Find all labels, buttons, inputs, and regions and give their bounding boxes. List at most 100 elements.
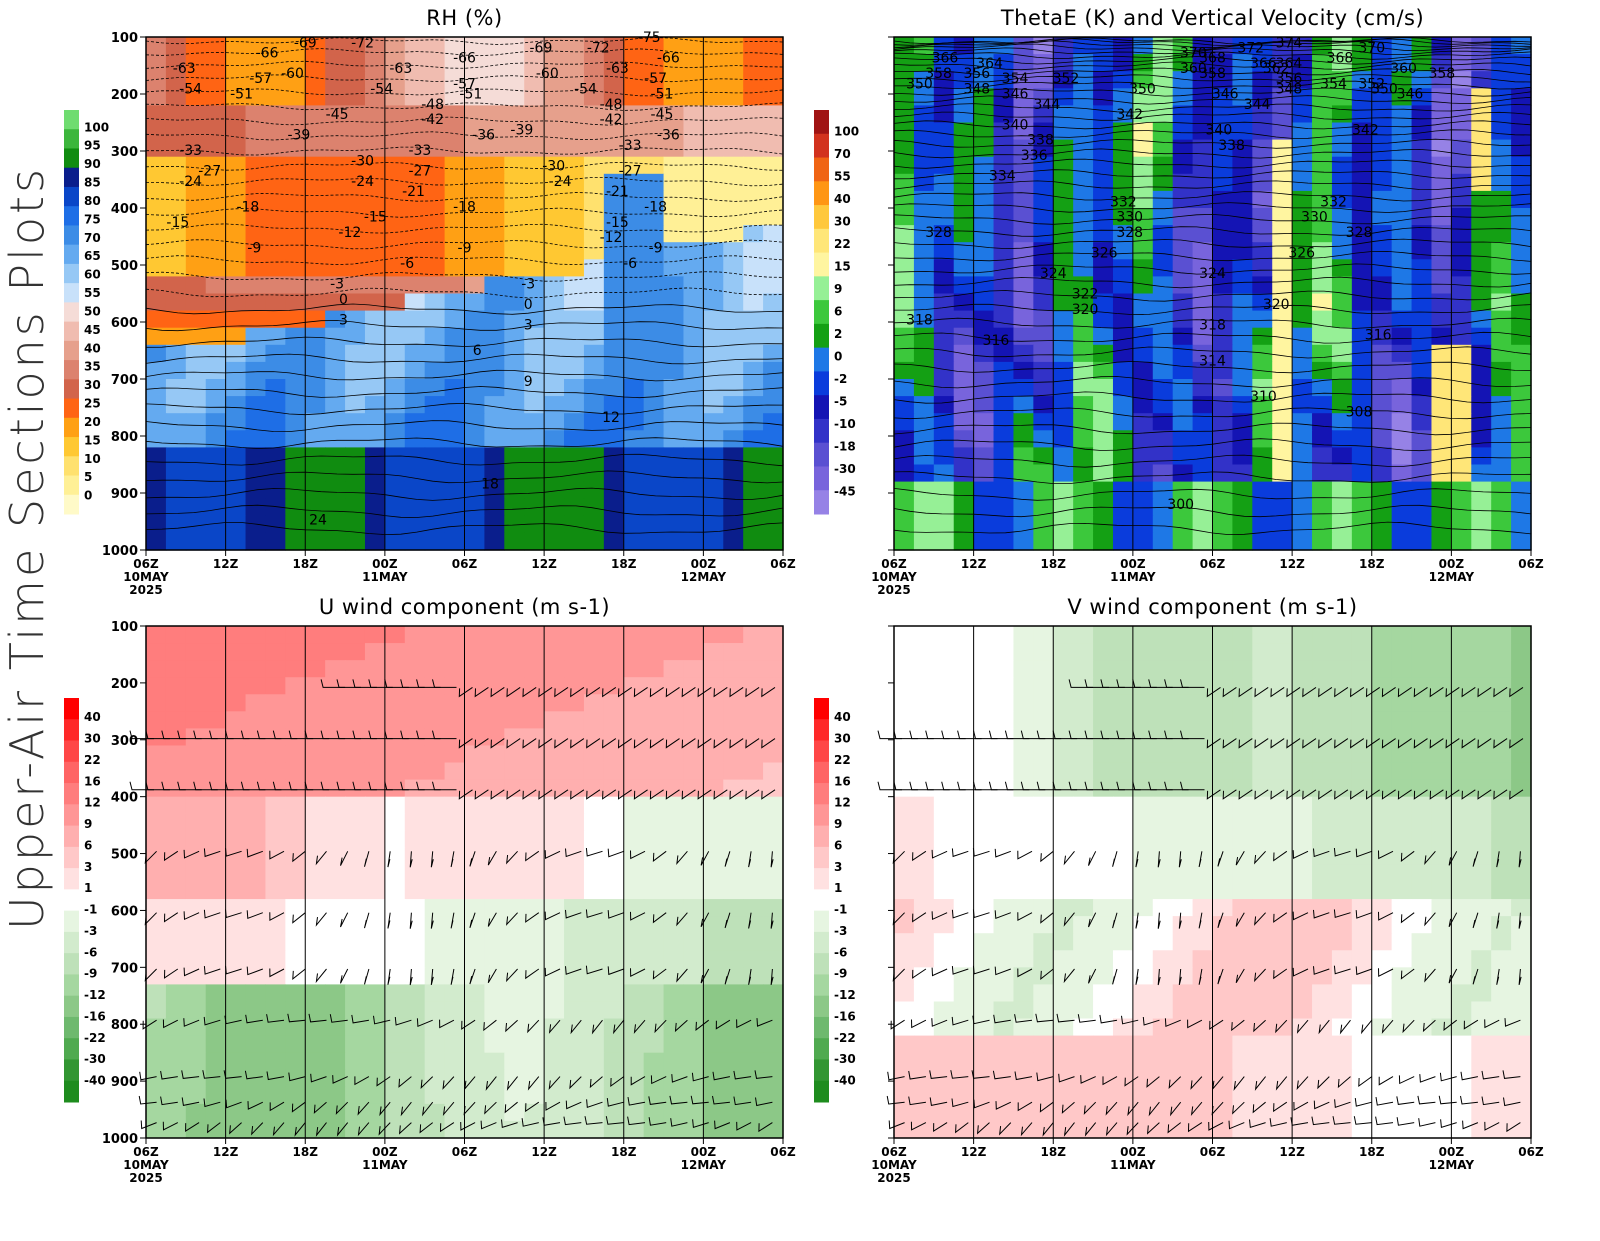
u-field-cell [186,916,207,934]
rh-field-cell [285,311,306,329]
u-field-cell [465,643,486,661]
u-field-cell [305,745,326,763]
u-field-cell [166,831,187,849]
u-field-cell [683,848,704,866]
v-field-cell [1511,899,1532,917]
thetae-chart-title: ThetaE (K) and Vertical Velocity (cm/s) [1000,6,1424,30]
v-field-cell [1133,643,1154,661]
rh-field-cell [186,430,207,448]
rh-field-cell [544,123,565,141]
u-field-cell [504,797,525,815]
thetae-field-cell [1491,396,1512,414]
u-field-cell [445,1001,466,1019]
v-field-cell [1073,984,1094,1002]
v-field-cell [1232,694,1253,712]
v-field-cell [894,1036,915,1054]
u-field-cell [624,660,645,678]
v-field-cell [1392,1001,1413,1019]
u-field-cell [246,831,267,849]
u-field-cell [584,916,605,934]
u-field-cell [564,865,585,883]
rh-field-cell [484,396,505,414]
thetae-field-cell [1232,499,1253,517]
rh-field-cell [405,345,426,363]
v-field-cell [1133,1104,1154,1122]
thetae-field-cell [1332,174,1353,192]
v-field-cell [1451,848,1472,866]
u-field-cell [624,865,645,883]
v-field-cell [1372,626,1393,644]
rh-field-cell [325,88,346,106]
u-field-cell [683,1053,704,1071]
v-field-cell [1431,728,1452,746]
u-field-cell [365,831,386,849]
u-field-cell [186,1121,207,1139]
v-colorbar-label: -40 [834,1074,856,1088]
rh-field-cell [544,499,565,517]
thetae-field-cell [1213,396,1234,414]
u-field-cell [425,899,446,917]
thetae-field-cell [894,328,915,346]
rh-field-cell [524,225,545,243]
thetae-field-cell [1232,345,1253,363]
u-field-cell [644,984,665,1002]
v-field-cell [1153,933,1174,951]
v-field-cell [1113,1019,1134,1037]
rh-field-cell [146,225,167,243]
rh-field-cell [246,259,267,277]
rh-field-cell [305,328,326,346]
u-field-cell [265,1053,286,1071]
u-field-cell [405,865,426,883]
rh-field-cell [604,294,625,312]
u-field-cell [345,1036,366,1054]
u-field-cell [226,711,247,729]
u-field-cell [544,1070,565,1088]
u-field-cell [683,1001,704,1019]
v-field-cell [934,745,955,763]
v-field-cell [1093,660,1114,678]
thetae-field-cell [934,516,955,534]
rh-field-cell [265,123,286,141]
rh-field-cell [763,157,784,175]
v-field-cell [1392,1019,1413,1037]
u-field-cell [365,933,386,951]
u-field-cell [524,899,545,917]
v-field-cell [994,831,1015,849]
thetae-field-cell [1093,465,1114,483]
thetae-field-cell [1153,294,1174,312]
u-field-cell [584,814,605,832]
v-field-cell [934,984,955,1002]
rh-field-cell [564,54,585,72]
thetae-field-cell [1153,328,1174,346]
u-field-cell [385,1053,406,1071]
v-field-cell [894,950,915,968]
thetae-field-cell [1292,345,1313,363]
v-field-cell [1392,950,1413,968]
rh-field-cell [504,533,525,551]
v-field-cell [1272,950,1293,968]
v-field-cell [1193,677,1214,695]
rh-field-cell [504,482,525,500]
u-field-cell [206,694,227,712]
rh-field-cell [385,311,406,329]
u-field-cell [186,1053,207,1071]
v-field-cell [1272,1053,1293,1071]
v-field-cell [1332,1036,1353,1054]
u-field-cell [365,677,386,695]
u-field-cell [484,967,505,985]
thetae-field-cell [1133,465,1154,483]
v-field-cell [974,694,995,712]
u-field-cell [405,916,426,934]
u-field-cell [763,1001,784,1019]
v-field-cell [1372,831,1393,849]
thetae-field-cell [1073,379,1094,397]
thetae-field-cell [1412,294,1433,312]
v-field-cell [1352,831,1373,849]
v-field-cell [1193,831,1214,849]
v-field-cell [1312,745,1333,763]
v-field-cell [1511,797,1532,815]
rh-field-cell [564,140,585,158]
v-field-cell [934,677,955,695]
v-field-cell [954,745,975,763]
u-field-cell [564,1036,585,1054]
